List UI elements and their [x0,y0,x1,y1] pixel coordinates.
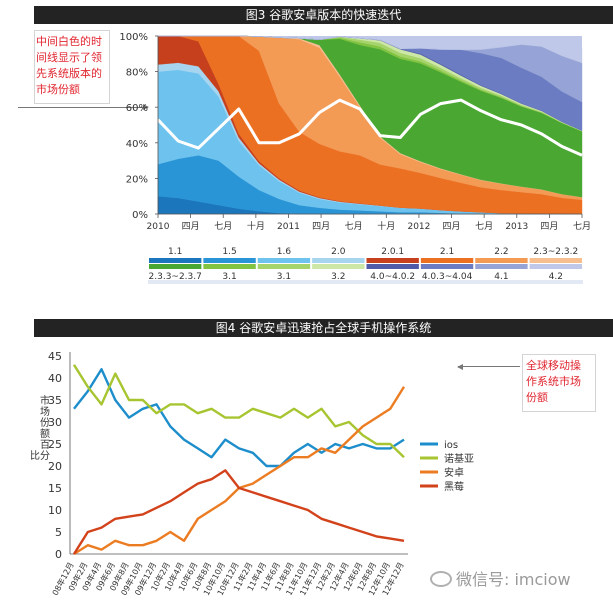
line-series-1 [72,364,405,459]
area-legend-label: 1.1 [168,247,182,257]
area-y-tick: 80% [126,68,148,79]
area-legend-swatch [312,264,365,269]
line-y-tick: 15 [48,482,62,495]
figure3-note-box [34,30,110,104]
area-x-tick: 2012 [407,222,430,232]
area-y-tick: 100% [119,32,148,43]
area-legend-swatch [366,264,419,269]
area-x-tick: 四月 [312,221,330,232]
leading-version-line [156,98,583,157]
area-legend-swatch [203,264,256,269]
area-legend-label: 3.2 [331,272,345,282]
line-y-tick: 30 [48,416,62,429]
area-legend-swatch [366,258,419,263]
area-legend-swatch [257,258,311,263]
area-x-tick: 2013 [505,222,528,232]
area-legend-label: 3.1 [277,272,291,282]
line-y-label: 市场份额百分比 [30,394,50,462]
area-x-tick: 四月 [540,221,558,232]
area-legend-label: 4.0.3~4.04 [422,272,473,282]
area-y-tick: 40% [126,139,148,150]
area-legend-swatch [312,258,365,263]
area-legend-label: 4.1 [494,272,508,282]
area-legend-swatch [149,258,202,263]
figure3-arrow [18,104,149,110]
wechat-icon [430,571,452,587]
area-y-tick: 0% [132,210,148,221]
area-legend-swatch [529,264,582,269]
watermark: 微信号: imciow [430,566,571,590]
area-legend-label: 4.2 [549,272,563,282]
line-series-3 [72,469,405,555]
area-legend-label: 2.2 [494,247,508,257]
area-legend-baseline [148,280,583,284]
line-y-tick: 5 [55,526,62,539]
line-y-tick: 20 [48,460,62,473]
area-x-tick: 七月 [345,221,363,232]
line-y-tick: 10 [48,504,62,517]
figure4-title: 图4 谷歌安卓迅速抢占全球手机操作系统 [34,319,613,337]
area-legend-swatch [257,264,311,269]
area-x-tick: 七月 [573,221,591,232]
area-legend-swatch [420,258,474,263]
area-x-tick: 2011 [277,222,300,232]
area-legend-label: 2.0 [331,247,346,257]
area-legend-label: 3.1 [222,272,236,282]
area-y-tick: 60% [126,103,148,114]
area-legend-swatch [149,264,202,269]
area-legend-label: 2.1 [440,247,454,257]
area-x-tick: 四月 [182,221,200,232]
line-y-tick: 40 [48,372,62,385]
area-y-tick: 20% [126,174,148,185]
area-legend-label: 2.0.1 [381,247,404,257]
watermark-text: 微信号: imciow [456,570,571,589]
area-series-15 [158,35,583,64]
area-legend-label: 2.3.3~2.3.7 [149,272,202,282]
area-legend-label: 1.5 [222,247,236,257]
area-x-tick: 七月 [475,221,493,232]
line-y-tick: 25 [48,438,62,451]
area-x-tick: 四月 [443,221,461,232]
area-x-tick: 七月 [214,221,232,232]
area-legend-swatch [475,258,528,263]
area-legend-label: 1.6 [277,247,292,257]
area-legend-label: 4.0~4.0.2 [370,272,415,282]
figure4-note-box [522,354,596,412]
area-x-tick: 2010 [147,222,170,232]
line-legend-label: 安卓 [444,466,464,479]
line-legend-label: 诺基亚 [444,452,474,465]
area-x-tick: 十月 [377,220,395,232]
line-legend-label: ios [444,440,458,451]
area-legend-label: 2.3~2.3.2 [533,247,578,257]
line-y-tick: 45 [48,350,62,363]
figure4-note: 全球移动操作系统市场份额 [526,359,581,404]
line-legend-label: 黑莓 [444,481,464,493]
area-legend-swatch [475,264,528,269]
area-legend-swatch [203,258,256,263]
area-legend-swatch [529,258,582,263]
line-y-tick: 0 [55,548,62,561]
figure3-title: 图3 谷歌安卓版本的快速迭代 [34,6,613,24]
area-x-tick: 十月 [247,220,265,232]
figure3-note: 中间白色的时间线显示了领先系统版本的市场份额 [36,35,102,96]
line-series-0 [73,368,405,468]
area-legend-swatch [420,264,474,269]
line-y-tick: 35 [48,394,62,407]
